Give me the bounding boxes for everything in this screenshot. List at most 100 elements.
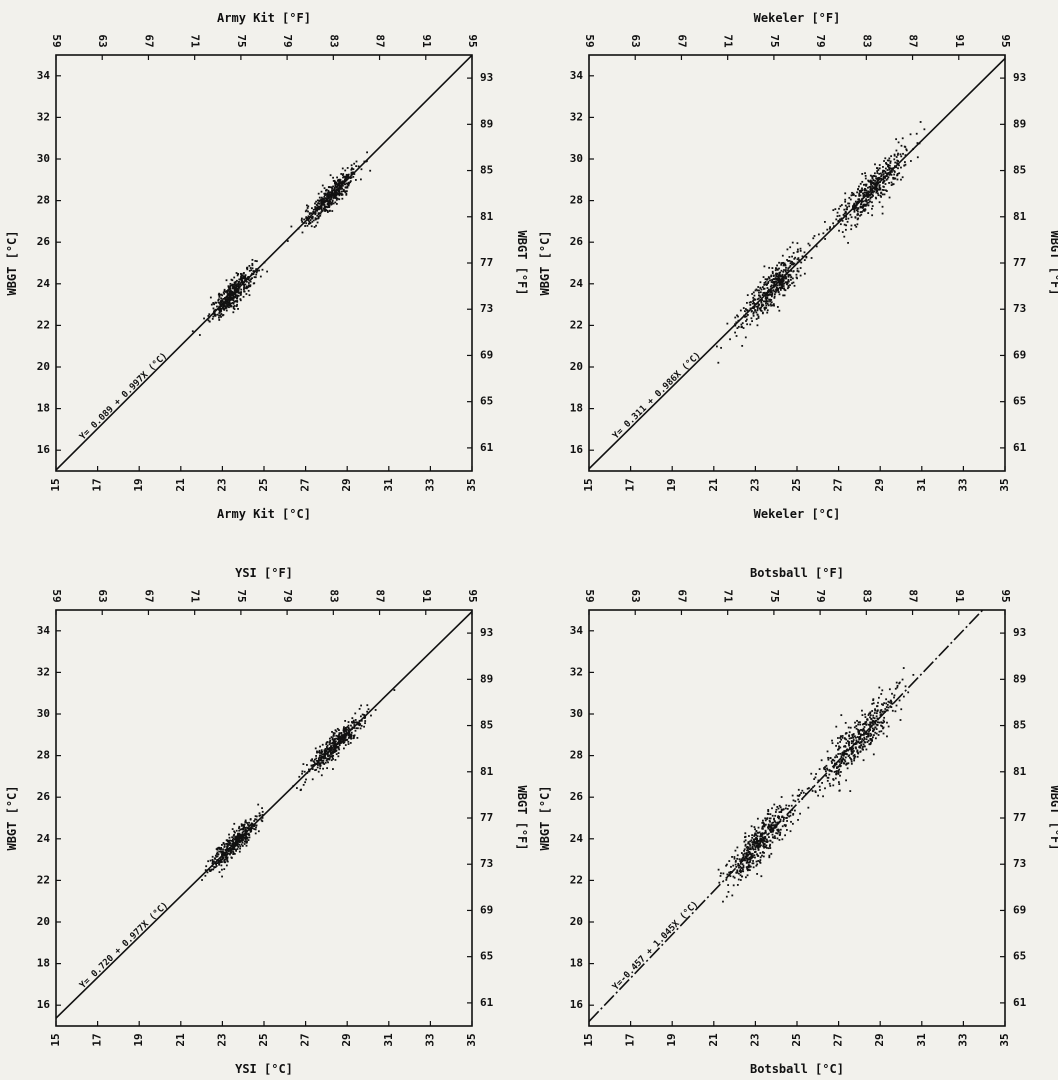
data-point	[321, 743, 324, 746]
data-point	[218, 314, 221, 317]
data-point	[836, 766, 838, 769]
data-point	[790, 820, 792, 823]
data-point	[753, 838, 756, 841]
data-point	[315, 200, 318, 203]
data-point	[889, 173, 892, 176]
data-point	[759, 281, 762, 284]
data-point	[915, 132, 918, 135]
data-point	[771, 292, 774, 295]
data-point	[848, 744, 851, 747]
data-point	[777, 807, 780, 810]
data-point	[345, 173, 348, 176]
data-point	[315, 755, 317, 757]
data-point	[231, 298, 234, 301]
data-point	[734, 860, 737, 862]
data-point	[775, 278, 778, 281]
data-point	[320, 198, 323, 201]
data-point	[875, 712, 878, 715]
data-point	[837, 753, 840, 755]
data-point	[773, 290, 776, 293]
data-point	[772, 821, 775, 824]
data-point	[770, 823, 773, 826]
data-point	[737, 878, 740, 881]
data-point	[786, 820, 788, 822]
data-point	[837, 219, 840, 222]
data-point	[215, 855, 218, 858]
data-point	[763, 822, 765, 825]
data-point	[763, 843, 766, 846]
data-point	[875, 186, 877, 189]
data-point	[737, 862, 740, 865]
data-point	[855, 202, 858, 204]
data-point	[248, 294, 251, 297]
data-point	[888, 157, 891, 160]
data-point	[758, 860, 761, 863]
scatter-points	[716, 121, 926, 364]
data-point	[746, 849, 748, 852]
data-point	[778, 282, 781, 285]
data-point	[311, 207, 313, 210]
data-point	[866, 194, 869, 197]
data-point	[788, 274, 790, 276]
data-point	[332, 733, 335, 736]
data-point	[755, 305, 758, 308]
data-point	[844, 756, 847, 759]
data-point	[842, 213, 845, 216]
data-point	[768, 298, 771, 301]
data-point	[888, 196, 891, 199]
data-point	[755, 311, 758, 314]
data-point	[332, 176, 334, 179]
data-point	[769, 293, 772, 296]
right-tick-label: 85	[1013, 719, 1026, 732]
data-point	[750, 310, 753, 313]
data-point	[719, 875, 722, 877]
data-point	[225, 842, 228, 845]
data-point	[338, 748, 341, 751]
data-point	[763, 308, 766, 311]
data-point	[854, 755, 857, 758]
data-point	[756, 839, 758, 841]
data-point	[901, 137, 904, 140]
data-point	[323, 187, 326, 190]
data-point	[757, 317, 760, 319]
data-point	[865, 204, 867, 207]
data-point	[219, 310, 222, 313]
data-point	[769, 843, 772, 846]
data-point	[318, 758, 320, 761]
data-point	[748, 865, 751, 868]
data-point	[324, 749, 327, 752]
data-point	[353, 724, 356, 726]
data-point	[763, 824, 766, 827]
data-point	[236, 841, 239, 844]
data-point	[322, 207, 325, 210]
data-point	[223, 860, 226, 863]
data-point	[779, 282, 782, 285]
data-point	[323, 749, 326, 752]
data-point	[871, 702, 874, 705]
data-point	[243, 836, 245, 839]
data-point	[841, 735, 844, 737]
data-point	[739, 860, 742, 863]
data-point	[331, 201, 333, 204]
data-point	[239, 833, 242, 836]
data-point	[215, 865, 218, 867]
data-point	[877, 192, 879, 195]
data-point	[757, 847, 759, 849]
data-point	[212, 868, 215, 871]
data-point	[348, 733, 351, 736]
data-point	[879, 709, 882, 712]
data-point	[876, 178, 879, 181]
data-point	[890, 167, 892, 170]
data-point	[350, 168, 353, 171]
data-point	[874, 726, 877, 729]
data-point	[235, 272, 238, 274]
data-point	[741, 857, 744, 859]
data-point	[756, 837, 758, 840]
data-point	[243, 287, 246, 290]
data-point	[776, 268, 779, 271]
data-point	[761, 827, 764, 830]
data-point	[859, 723, 862, 726]
data-point	[784, 269, 787, 271]
data-point	[329, 200, 332, 203]
data-point	[728, 860, 731, 862]
